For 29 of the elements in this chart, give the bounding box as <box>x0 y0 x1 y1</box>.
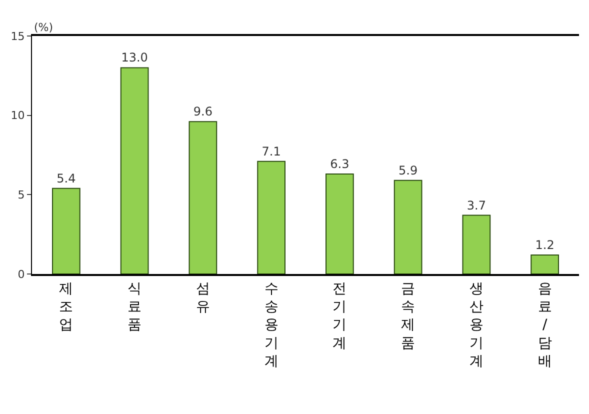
y-tick-label: 5 <box>18 188 25 202</box>
data-label: 6.3 <box>330 157 350 172</box>
data-label: 1.2 <box>535 238 554 252</box>
bar <box>394 180 422 274</box>
data-label: 5.4 <box>56 171 76 186</box>
x-tick-label: 섬유 <box>196 280 210 315</box>
data-label: 13.0 <box>121 50 148 65</box>
bar <box>462 214 491 274</box>
x-tick-label: 식료품 <box>128 280 142 334</box>
x-tick-label: 수송용기계 <box>264 280 278 370</box>
x-tick-label: 제조업 <box>59 280 74 334</box>
x-tick-label: 금속제품 <box>401 280 416 352</box>
data-label: 5.9 <box>398 163 418 178</box>
x-tick-label: 생산용기계 <box>469 280 484 370</box>
bar <box>326 174 354 274</box>
x-tick-label: 전기기계 <box>332 280 347 352</box>
y-tick-label: 15 <box>10 30 25 43</box>
y-axis-title: (%) <box>34 21 54 34</box>
bar <box>52 188 80 274</box>
data-label: 3.7 <box>466 198 486 212</box>
bar <box>188 121 218 274</box>
bar <box>120 67 149 274</box>
bar <box>257 160 286 274</box>
data-label: 9.6 <box>193 104 212 119</box>
bar <box>530 254 559 274</box>
y-tick-label: 10 <box>10 109 25 122</box>
x-tick-label: 음료/담배 <box>538 280 552 370</box>
y-tick-label: 0 <box>18 268 25 281</box>
data-label: 7.1 <box>262 144 281 158</box>
